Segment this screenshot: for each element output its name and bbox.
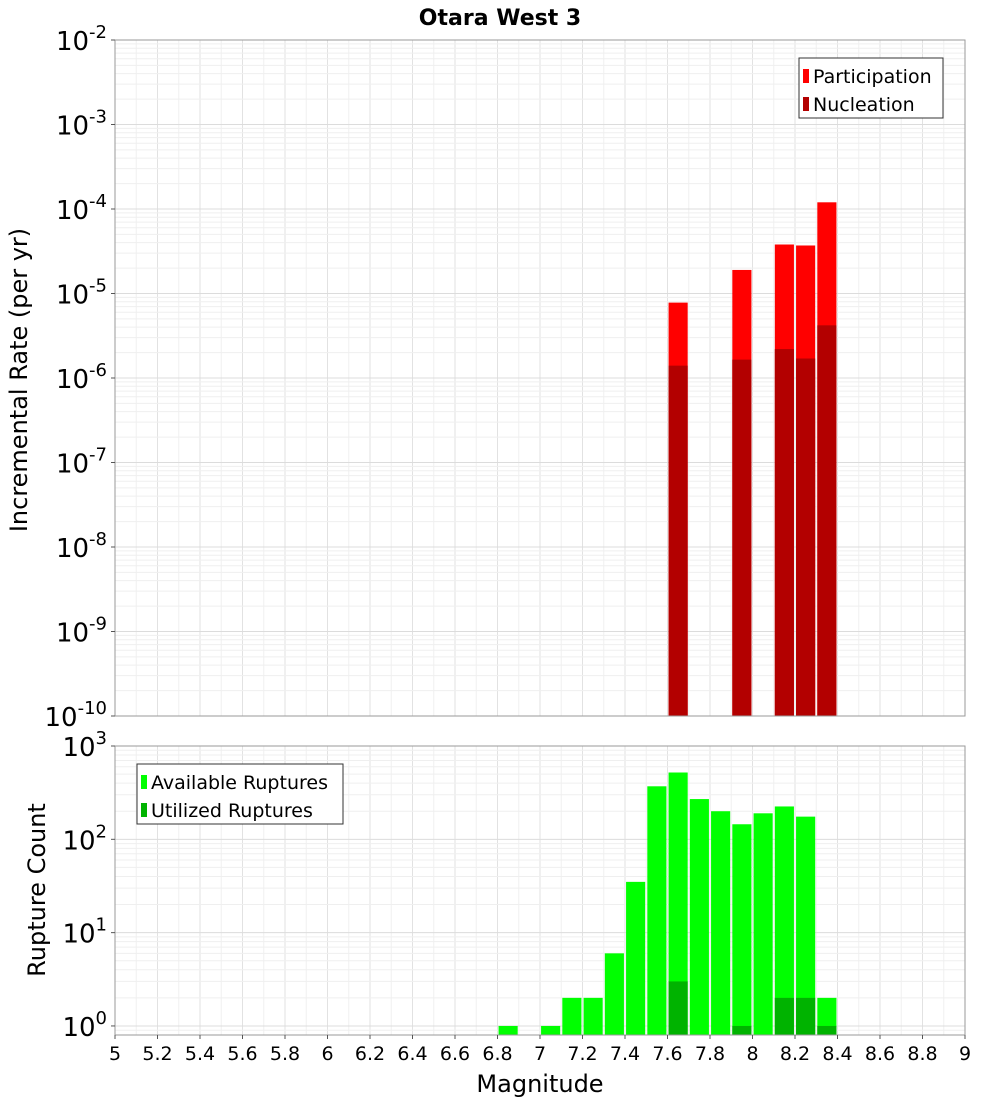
bar-available-ruptures	[753, 813, 773, 1035]
bar-nucleation	[817, 325, 837, 716]
y-tick-label: 103	[62, 728, 107, 763]
chart-title: Otara West 3	[419, 6, 581, 31]
bar-utilized-ruptures	[817, 1025, 837, 1035]
x-tick-label: 8	[746, 1043, 758, 1065]
y-tick-label: 10-7	[56, 445, 107, 480]
legend-box	[798, 57, 944, 119]
legend-label: Available Ruptures	[151, 772, 328, 794]
legend-swatch	[803, 69, 809, 83]
x-tick-label: 7.6	[652, 1043, 682, 1065]
bar-available-ruptures	[583, 997, 603, 1035]
bar-available-ruptures	[711, 811, 731, 1035]
bar-available-ruptures	[668, 772, 688, 1035]
x-tick-label: 6.8	[482, 1043, 512, 1065]
y-tick-label: 10-4	[56, 191, 107, 226]
bar-utilized-ruptures	[732, 1025, 752, 1035]
legend-swatch	[141, 775, 147, 789]
bar-available-ruptures	[817, 997, 837, 1035]
y-tick-label: 10-6	[56, 360, 107, 395]
x-tick-label: 8.4	[822, 1043, 852, 1065]
legend-label: Nucleation	[813, 94, 915, 116]
bar-nucleation	[732, 359, 752, 716]
bar-available-ruptures	[604, 953, 624, 1035]
x-tick-label: 5.4	[185, 1043, 215, 1065]
bar-nucleation	[774, 349, 794, 716]
bar-available-ruptures	[774, 806, 794, 1035]
y-tick-label: 100	[62, 1008, 107, 1043]
legend-label: Participation	[813, 66, 932, 88]
y-tick-label: 10-2	[56, 22, 107, 57]
legend: Available Ruptures Utilized Ruptures	[136, 763, 344, 825]
bar-available-ruptures	[541, 1025, 561, 1035]
x-tick-label: 8.6	[865, 1043, 895, 1065]
plot-panel-0: 10-10 10-9 10-8 10-7 10-6 10-5 10-4 10-3 10-2 Par…	[45, 22, 966, 733]
x-tick-label: 6.4	[397, 1043, 427, 1065]
x-tick-label: 8.2	[780, 1043, 810, 1065]
y-tick-label: 10-10	[45, 698, 108, 733]
legend-swatch	[803, 97, 809, 111]
bar-utilized-ruptures	[796, 997, 816, 1035]
bottom-y-axis-label: Rupture Count	[23, 803, 51, 977]
top-y-axis-label: Incremental Rate (per yr)	[5, 228, 33, 532]
y-tick-label: 10-3	[56, 107, 107, 142]
legend-box	[136, 763, 344, 825]
bar-available-ruptures	[562, 997, 582, 1035]
x-tick-label: 6	[321, 1043, 333, 1065]
y-tick-label: 10-5	[56, 276, 107, 311]
x-tick-label: 6.2	[355, 1043, 385, 1065]
legend: Participation Nucleation	[798, 57, 944, 119]
y-tick-label: 101	[62, 915, 107, 950]
legend-label: Utilized Ruptures	[151, 800, 313, 822]
legend-swatch	[141, 803, 147, 817]
bar-available-ruptures	[732, 824, 752, 1035]
bar-nucleation	[796, 358, 816, 716]
bar-available-ruptures	[689, 799, 709, 1035]
bar-utilized-ruptures	[774, 997, 794, 1035]
x-tick-label: 5.2	[142, 1043, 172, 1065]
y-tick-label: 10-9	[56, 614, 107, 649]
bar-available-ruptures	[498, 1025, 518, 1035]
bar-nucleation	[668, 365, 688, 716]
x-tick-label: 5.6	[227, 1043, 257, 1065]
y-tick-label: 10-8	[56, 529, 107, 564]
x-tick-label: 5.8	[270, 1043, 300, 1065]
bar-available-ruptures	[796, 816, 816, 1035]
x-tick-label: 5	[109, 1043, 121, 1065]
x-axis-label: Magnitude	[476, 1070, 603, 1098]
y-tick-label: 102	[62, 821, 107, 856]
x-tick-label: 9	[959, 1043, 971, 1065]
x-tick-label: 6.6	[440, 1043, 470, 1065]
bar-utilized-ruptures	[668, 981, 688, 1035]
x-tick-label: 7.4	[610, 1043, 640, 1065]
x-tick-label: 7	[534, 1043, 546, 1065]
x-tick-label: 7.8	[695, 1043, 725, 1065]
x-tick-label: 8.8	[907, 1043, 937, 1065]
x-tick-label: 7.2	[567, 1043, 597, 1065]
bar-available-ruptures	[626, 881, 646, 1035]
bar-available-ruptures	[647, 786, 667, 1035]
